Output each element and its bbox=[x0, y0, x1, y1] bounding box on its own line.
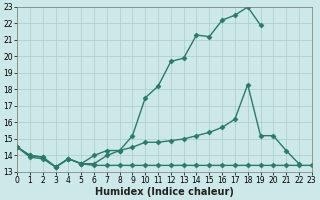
X-axis label: Humidex (Indice chaleur): Humidex (Indice chaleur) bbox=[95, 187, 234, 197]
